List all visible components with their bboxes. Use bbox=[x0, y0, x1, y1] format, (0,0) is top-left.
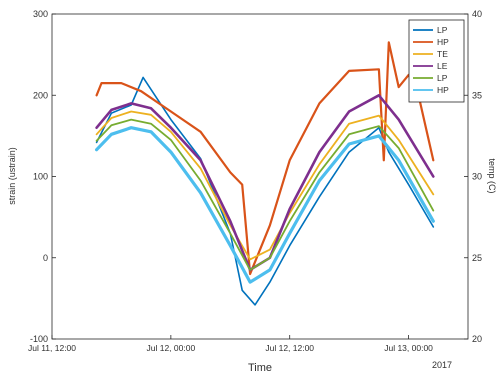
legend-label-1: LP bbox=[437, 25, 448, 35]
legend-label-3: TE bbox=[437, 49, 448, 59]
axes-layer: -100 0 100 200 300 20 25 30 35 40 Jul 11, 12:00 Jul… bbox=[28, 9, 482, 353]
series-line-5 bbox=[95, 118, 435, 271]
y-axis-label: strain (ustrain) bbox=[7, 147, 17, 205]
legend-label-6: HP bbox=[437, 85, 449, 95]
y-right-tick-label: 30 bbox=[472, 172, 482, 182]
legend-box bbox=[408, 19, 465, 103]
series-line-3 bbox=[95, 110, 435, 261]
y-tick-label: 200 bbox=[33, 90, 48, 100]
y-right-tick-label: 40 bbox=[472, 9, 482, 19]
y-right-tick-label: 35 bbox=[472, 90, 482, 100]
x-axis-label: Time bbox=[248, 362, 272, 374]
series-line-2 bbox=[95, 41, 435, 276]
series-line-6 bbox=[94, 126, 435, 284]
legend: LP HP TE LE LP HP bbox=[408, 19, 465, 103]
series-layer bbox=[94, 41, 435, 306]
x-tick-label: Jul 11, 12:00 bbox=[28, 343, 76, 353]
legend-label-2: HP bbox=[437, 37, 449, 47]
y-right-tick-label: 25 bbox=[472, 253, 482, 263]
y-tick-label: 300 bbox=[33, 9, 48, 19]
x-axis-year-label: 2017 bbox=[432, 360, 452, 370]
legend-items: LP HP TE LE LP HP bbox=[413, 25, 449, 95]
y-tick-label: 100 bbox=[33, 172, 48, 182]
legend-label-5: LP bbox=[437, 73, 448, 83]
x-tick-label: Jul 12, 00:00 bbox=[147, 343, 196, 353]
y-tick-label: 0 bbox=[43, 253, 48, 263]
y-tick-label: -100 bbox=[30, 334, 48, 344]
y-right-tick-label: 20 bbox=[472, 334, 482, 344]
x-tick-label: Jul 12, 12:00 bbox=[265, 343, 314, 353]
y-axis-right-label: temp (C) bbox=[487, 158, 497, 193]
x-tick-label: Jul 13, 00:00 bbox=[384, 343, 433, 353]
legend-label-4: LE bbox=[437, 61, 448, 71]
plot-area bbox=[51, 13, 469, 340]
